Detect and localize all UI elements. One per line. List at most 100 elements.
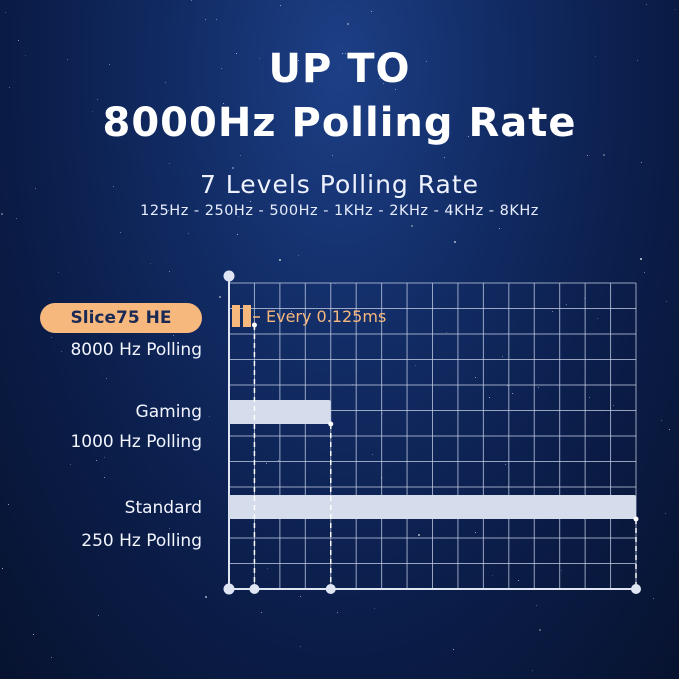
star-decoration — [512, 393, 513, 394]
star-decoration — [446, 332, 447, 333]
star-decoration — [109, 64, 110, 65]
star-decoration — [492, 575, 493, 576]
axis-top-marker — [223, 270, 235, 282]
bar-8000hz-segment — [232, 305, 240, 327]
star-decoration — [552, 311, 553, 312]
star-decoration — [384, 57, 386, 59]
star-decoration — [640, 258, 642, 260]
star-decoration — [345, 53, 346, 54]
star-decoration — [337, 612, 338, 613]
polling-levels-list: 125Hz - 250Hz - 500Hz - 1KHz - 2KHz - 4K… — [140, 203, 539, 219]
star-decoration — [70, 464, 71, 465]
star-decoration — [347, 23, 349, 25]
star-decoration — [168, 210, 169, 211]
star-decoration — [278, 58, 279, 59]
star-decoration — [169, 528, 170, 529]
subheadline: 7 Levels Polling Rate — [199, 170, 480, 199]
star-decoration — [298, 60, 299, 61]
star-decoration — [475, 532, 476, 533]
star-decoration — [223, 103, 224, 104]
star-decoration — [468, 136, 469, 137]
star-decoration — [98, 615, 99, 616]
star-decoration — [188, 233, 189, 234]
star-decoration — [379, 78, 380, 79]
star-decoration — [237, 234, 238, 235]
star-decoration — [96, 460, 97, 461]
star-decoration — [536, 605, 537, 606]
star-decoration — [372, 454, 373, 455]
star-decoration — [518, 580, 519, 581]
star-decoration — [16, 218, 17, 219]
star-decoration — [356, 212, 357, 213]
axis-marker-250hz — [631, 584, 641, 594]
drop-dot-8000hz — [251, 322, 257, 328]
row-label-250hz: 250 Hz Polling — [81, 531, 202, 551]
star-decoration — [298, 255, 299, 256]
star-decoration — [61, 351, 62, 352]
star-decoration — [9, 87, 10, 88]
row-label-8000hz: 8000 Hz Polling — [70, 340, 202, 360]
star-decoration — [120, 232, 121, 233]
star-decoration — [104, 477, 105, 478]
star-decoration — [300, 596, 301, 597]
bar-1000hz — [229, 400, 331, 424]
star-decoration — [589, 397, 590, 398]
star-decoration — [637, 60, 638, 61]
star-decoration — [232, 167, 234, 169]
star-decoration — [665, 513, 666, 514]
axis-marker-8000hz — [249, 584, 260, 594]
star-decoration — [444, 157, 445, 158]
star-decoration — [169, 163, 170, 164]
star-decoration — [532, 670, 533, 671]
star-decoration — [92, 111, 93, 112]
star-decoration — [603, 154, 605, 156]
star-decoration — [199, 538, 200, 539]
star-decoration — [33, 634, 34, 635]
star-decoration — [51, 337, 52, 338]
product-badge: Slice75 HE — [40, 303, 202, 333]
star-decoration — [489, 397, 490, 398]
star-decoration — [278, 460, 279, 461]
star-decoration — [646, 4, 647, 5]
star-decoration — [18, 40, 19, 41]
star-decoration — [539, 629, 541, 631]
star-decoration — [173, 335, 174, 336]
star-decoration — [1, 213, 3, 215]
headline-line-1: UP TO — [268, 46, 411, 92]
axis-marker-1000hz — [325, 584, 336, 594]
star-decoration — [669, 429, 670, 430]
star-decoration — [191, 0, 192, 1]
bar-250hz — [229, 495, 636, 519]
star-decoration — [250, 201, 251, 202]
star-decoration — [236, 53, 237, 54]
star-decoration — [661, 420, 662, 421]
star-decoration — [150, 263, 151, 264]
star-decoration — [538, 387, 539, 388]
timeline-grid — [228, 276, 637, 590]
star-decoration — [35, 188, 36, 189]
star-decoration — [5, 12, 6, 13]
star-decoration — [561, 570, 562, 571]
headline-line-2: 8000Hz Polling Rate — [102, 100, 577, 146]
axis-origin-marker — [223, 583, 235, 595]
star-decoration — [2, 568, 3, 569]
star-decoration — [104, 457, 105, 458]
star-decoration — [499, 228, 500, 229]
star-decoration — [641, 162, 642, 163]
star-decoration — [266, 463, 267, 464]
star-decoration — [300, 646, 301, 647]
star-decoration — [502, 356, 503, 357]
star-decoration — [329, 309, 330, 310]
row-label-standard: Standard — [124, 498, 202, 518]
star-decoration — [432, 181, 433, 182]
star-decoration — [219, 296, 221, 298]
star-decoration — [199, 547, 200, 548]
star-decoration — [58, 272, 59, 273]
star-decoration — [383, 83, 384, 84]
star-decoration — [342, 53, 343, 54]
star-decoration — [320, 62, 321, 63]
star-decoration — [113, 186, 114, 187]
star-decoration — [259, 58, 260, 59]
star-decoration — [51, 657, 52, 658]
